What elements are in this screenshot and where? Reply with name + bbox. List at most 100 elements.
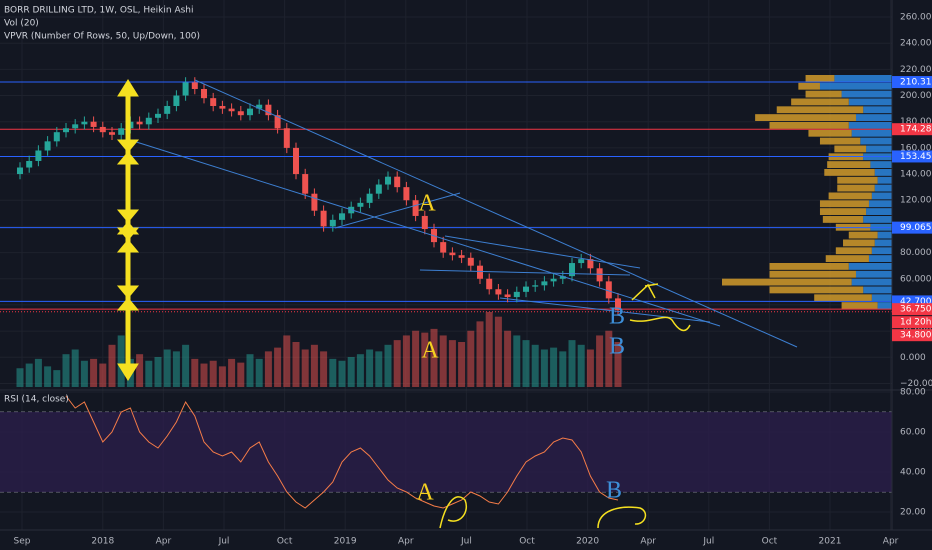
y-tick-label: 160.000 [900,143,932,153]
candle-body [274,115,281,129]
y-tick-label: 240.000 [900,39,932,49]
volume-bar [182,344,190,387]
x-tick-label: Apr [398,537,414,547]
volume-bar [283,335,291,387]
vpvr-up [855,114,892,121]
vpvr-up [877,176,892,184]
volume-bar [264,351,272,387]
y-tick-label: 220.000 [900,65,932,75]
level-label: 210.310 [900,78,932,88]
candle-body [550,278,557,282]
vpvr-down [769,270,856,278]
candle-body [265,104,272,116]
volume-bar [136,354,144,387]
volume-bar [16,368,24,387]
candle-body [477,265,483,279]
candle-body [569,263,575,277]
volume-bar [237,362,245,387]
candle-body [228,108,235,112]
vpvr-down [828,192,872,200]
volume-bar [292,342,300,387]
candle-body [81,121,88,125]
volume-bar [301,349,309,387]
candle-body [99,126,106,133]
candle-body [541,281,548,286]
level-label: 174.280 [900,125,932,135]
volume-bar [485,312,493,387]
candle-body [320,210,327,227]
volume-label: Vol (20) [4,19,39,29]
volume-bar [439,335,447,387]
volume-bar [356,354,364,387]
candle-body [440,242,447,253]
candle-body [385,176,391,185]
volume-bar [467,330,475,387]
candle-body [329,219,336,227]
vpvr-down [837,176,878,184]
volume-bar [614,342,622,387]
candle-body [467,257,474,266]
volume-bar [218,366,226,387]
level-label: 99.065 [900,223,932,233]
vpvr-up [868,255,892,262]
vpvr-up [851,129,892,137]
volume-bar [550,347,558,387]
candle-body [412,200,419,216]
y-tick-label: 80.000 [900,248,932,258]
volume-bar [62,354,70,387]
level-label: 36.750 [900,305,932,315]
vpvr-up [874,239,892,247]
vpvr-up [863,286,892,294]
annotation: B [609,334,625,360]
candle-body [615,298,621,311]
annotation: B [609,304,625,330]
candle-body [201,88,207,99]
candle-body [366,193,373,203]
vpvr-down [835,247,872,255]
rsi-band [0,412,892,492]
vpvr-up [866,208,892,215]
candle-body [504,294,511,298]
volume-bar [393,340,401,387]
candle-body [219,106,226,109]
level-tag [892,123,932,136]
candle-body [293,147,299,175]
vpvr-up [848,122,892,129]
volume-bar [274,347,282,387]
vpvr-down [769,263,849,270]
volume-bar [329,358,337,387]
candle-body [182,82,189,96]
volume-bar [320,351,328,387]
volume-bar [25,363,33,387]
volume-bar [108,344,116,387]
candle-body [605,281,612,299]
volume-bar [310,344,318,387]
y-tick-label: 120.000 [900,196,932,206]
candle-body [523,286,529,292]
vpvr-up [834,75,892,82]
candle-body [26,160,33,168]
candle-body [109,132,115,135]
annotation: A [416,480,434,506]
vpvr-down [805,75,835,82]
vpvr-up [874,169,892,176]
candle-body [587,259,594,269]
vpvr-down [822,216,864,223]
volume-bar [559,351,567,387]
volume-bar [605,330,613,387]
level-label: 153.450 [900,152,932,162]
vpvr-label: VPVR (Number Of Rows, 50, Up/Down, 100) [4,32,200,42]
vpvr-up [848,263,892,270]
candle-body [302,174,309,194]
annotation: A [418,191,436,217]
x-tick-label: Oct [277,537,293,547]
y-tick-label: 200.000 [900,91,932,101]
vpvr-down [819,137,861,145]
volume-bar [71,349,79,387]
x-tick-label: Sep [14,537,31,547]
rsi-tick-label: 20.00 [900,508,926,518]
level-tag [892,221,932,234]
y-tick-label: 0.000 [900,353,926,363]
